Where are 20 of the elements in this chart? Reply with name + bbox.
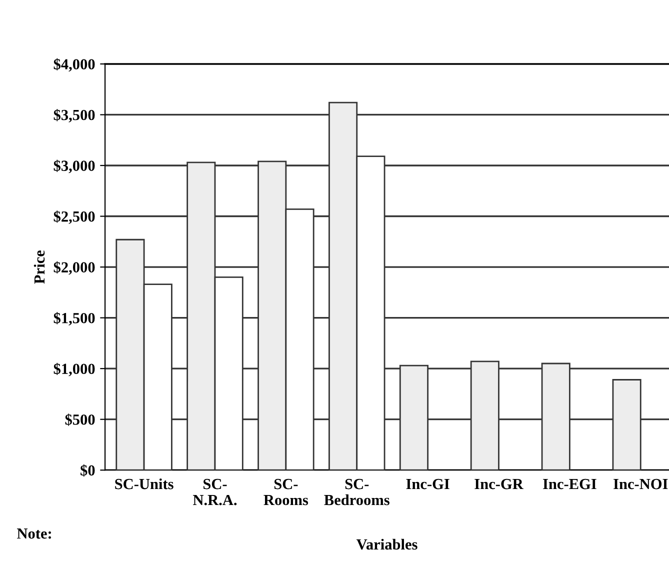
y-axis-title: Price <box>34 250 45 284</box>
y-tick-label: $1,500 <box>54 312 95 326</box>
x-tick-label: Inc-NOI <box>614 478 668 490</box>
text: Note: <box>17 528 51 539</box>
y-tick-label: $2,500 <box>54 210 95 224</box>
x-tick-label: Inc-EGI <box>543 478 596 490</box>
y-tick-label: $3,000 <box>54 160 95 174</box>
y-tick-label: $500 <box>65 414 95 426</box>
x-tick-label: Inc-GI <box>406 478 450 490</box>
y-tick-label: $0 <box>80 464 95 477</box>
x-tick-label: SC- N.R.A. <box>193 478 237 506</box>
y-tick-label: $2,000 <box>54 261 95 275</box>
y-tick-label: $1,000 <box>54 362 95 376</box>
x-tick-label: SC- Bedrooms <box>324 478 390 506</box>
x-tick-label: SC- Rooms <box>264 478 308 506</box>
y-tick-label: $4,000 <box>54 58 95 72</box>
y-tick-label: $3,500 <box>54 108 95 122</box>
x-tick-label: Inc-GR <box>474 478 524 490</box>
x-axis-title: Variables <box>356 538 418 550</box>
x-tick-label: SC-Units <box>115 478 174 490</box>
